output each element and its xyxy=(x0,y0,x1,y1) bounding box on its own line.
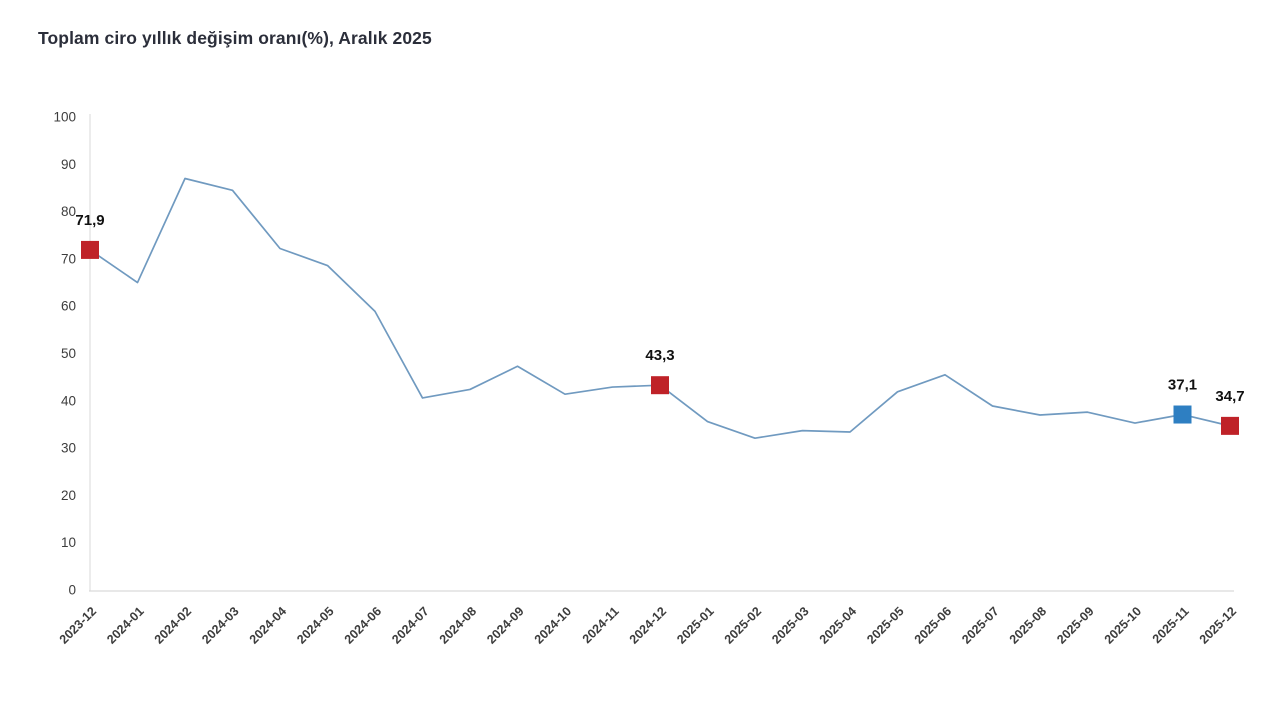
x-tick-label: 2024-05 xyxy=(294,604,336,646)
y-tick-label: 70 xyxy=(61,251,76,266)
x-tick-label: 2025-06 xyxy=(912,604,954,646)
x-tick-label: 2025-08 xyxy=(1007,604,1049,646)
x-tick-label: 2025-12 xyxy=(1197,604,1239,646)
x-tick-label: 2024-12 xyxy=(627,604,669,646)
x-tick-label: 2024-01 xyxy=(104,604,146,646)
x-tick-label: 2024-03 xyxy=(199,604,241,646)
x-tick-label: 2024-11 xyxy=(580,604,622,646)
y-tick-label: 80 xyxy=(61,204,76,219)
x-tick-label: 2025-07 xyxy=(959,604,1001,646)
x-tick-label: 2023-12 xyxy=(57,604,99,646)
y-tick-label: 0 xyxy=(68,583,76,598)
data-line xyxy=(89,177,1231,440)
x-tick-label: 2025-03 xyxy=(769,604,811,646)
data-point-label: 43,3 xyxy=(645,347,674,364)
y-tick-label: 100 xyxy=(53,110,76,125)
y-tick-label: 40 xyxy=(61,393,76,408)
x-tick-label: 2025-09 xyxy=(1054,604,1096,646)
data-point-marker xyxy=(1221,416,1239,435)
data-point-label: 37,1 xyxy=(1168,377,1197,394)
x-tick-label: 2024-07 xyxy=(389,604,431,646)
x-tick-label: 2025-11 xyxy=(1150,604,1192,646)
x-tick-label: 2025-02 xyxy=(722,604,764,646)
y-tick-label: 20 xyxy=(61,488,76,503)
x-tick-label: 2025-10 xyxy=(1102,604,1144,646)
y-tick-label: 10 xyxy=(61,535,76,550)
x-tick-label: 2024-06 xyxy=(342,604,384,646)
x-tick-label: 2024-02 xyxy=(152,604,194,646)
x-tick-label: 2025-05 xyxy=(864,604,906,646)
data-point-label: 71,9 xyxy=(75,212,104,229)
data-point-marker xyxy=(651,376,669,395)
y-tick-label: 50 xyxy=(61,346,76,361)
data-point-marker xyxy=(81,240,99,259)
x-tick-label: 2024-04 xyxy=(247,604,289,646)
x-tick-label: 2025-04 xyxy=(817,604,859,646)
y-tick-label: 30 xyxy=(61,441,76,456)
y-tick-label: 90 xyxy=(61,157,76,172)
data-point-marker xyxy=(1173,405,1192,424)
x-tick-label: 2024-09 xyxy=(484,604,526,646)
chart-title: Toplam ciro yıllık değişim oranı(%), Ara… xyxy=(38,28,432,48)
x-tick-label: 2025-01 xyxy=(674,604,716,646)
data-point-label: 34,7 xyxy=(1215,388,1244,405)
x-tick-label: 2024-10 xyxy=(532,604,574,646)
x-tick-label: 2024-08 xyxy=(437,604,479,646)
y-tick-label: 60 xyxy=(61,299,76,314)
